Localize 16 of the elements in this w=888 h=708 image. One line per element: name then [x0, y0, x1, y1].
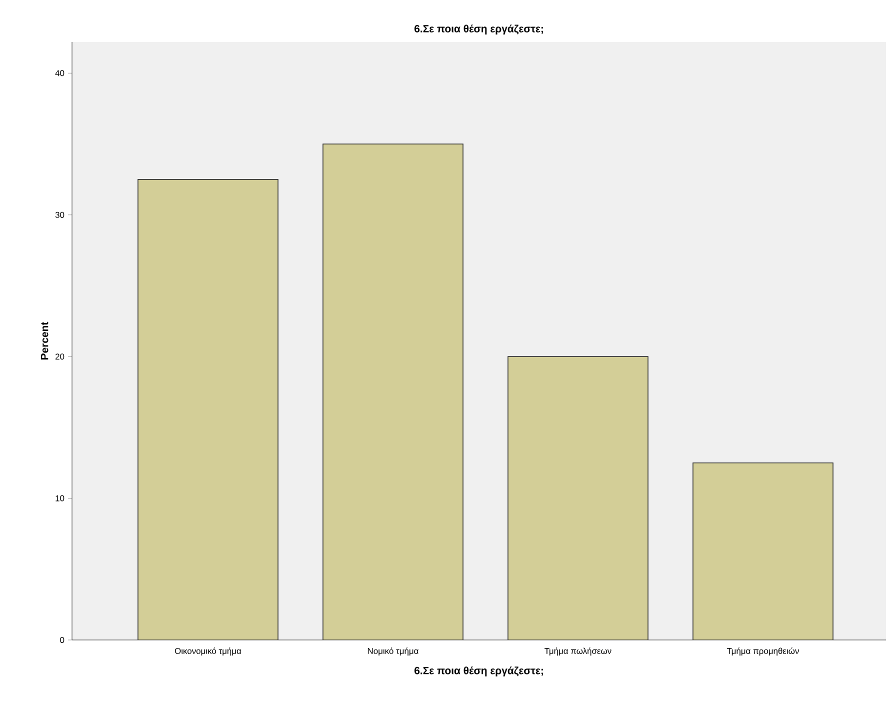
x-tick-label: Τμήμα προμηθειών [726, 648, 799, 656]
y-tick-label: 20 [55, 354, 64, 360]
bar [138, 179, 278, 640]
x-tick-label: Τμήμα πωλήσεων [544, 648, 612, 656]
x-tick-label: Νομικό τμήμα [368, 648, 418, 656]
bar [322, 144, 464, 640]
x-tick-label: Οικονομικό τμήμα [174, 648, 242, 656]
y-axis-title: Percent [40, 322, 48, 360]
chart-title: 6.Σε ποια θέση εργάζεστε; [414, 24, 543, 34]
y-tick-label: 40 [55, 70, 64, 76]
bar [692, 462, 834, 640]
x-axis-title: 6.Σε ποια θέση εργάζεστε; [414, 666, 543, 676]
y-tick-label: 10 [56, 495, 64, 502]
bar [508, 356, 648, 640]
y-tick-label: 30 [55, 212, 64, 218]
y-tick-label: 0 [60, 636, 64, 643]
